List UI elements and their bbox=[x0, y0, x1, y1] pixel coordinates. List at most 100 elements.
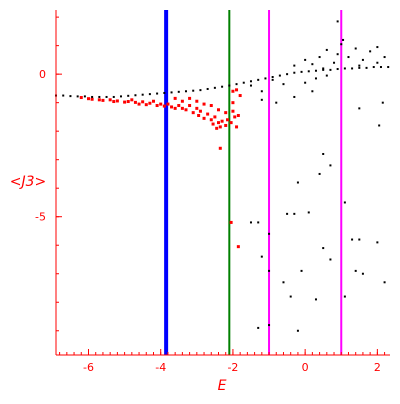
data-point bbox=[156, 92, 159, 95]
data-point bbox=[271, 76, 274, 79]
data-point bbox=[105, 95, 108, 98]
data-point bbox=[209, 104, 213, 108]
data-point bbox=[108, 98, 112, 102]
data-point bbox=[177, 90, 180, 93]
data-point bbox=[286, 73, 289, 76]
data-point bbox=[268, 324, 271, 327]
data-point bbox=[215, 126, 219, 130]
data-point bbox=[213, 86, 216, 89]
data-point bbox=[195, 99, 199, 103]
data-point bbox=[354, 269, 357, 272]
data-point bbox=[233, 115, 237, 119]
data-point bbox=[322, 247, 325, 250]
data-point bbox=[286, 212, 289, 215]
data-point bbox=[148, 93, 151, 96]
data-point bbox=[97, 98, 101, 102]
data-point bbox=[195, 106, 199, 110]
data-point bbox=[376, 241, 379, 244]
data-point bbox=[220, 119, 224, 123]
data-point bbox=[231, 109, 235, 113]
data-point bbox=[221, 85, 224, 88]
data-point bbox=[206, 112, 210, 116]
data-point bbox=[133, 100, 137, 104]
data-point bbox=[383, 56, 386, 59]
data-point bbox=[322, 152, 325, 155]
data-point bbox=[123, 100, 127, 104]
data-point bbox=[271, 78, 274, 81]
data-point bbox=[218, 125, 222, 129]
data-point bbox=[282, 83, 285, 86]
data-point bbox=[249, 221, 252, 224]
x-tick-label: -6 bbox=[83, 361, 94, 374]
data-point bbox=[226, 118, 230, 122]
data-point bbox=[329, 258, 332, 261]
y-axis-label: <J3> bbox=[10, 174, 47, 190]
data-point bbox=[343, 295, 346, 298]
data-point bbox=[163, 91, 166, 94]
data-point bbox=[351, 238, 354, 241]
data-point bbox=[322, 68, 325, 71]
data-point bbox=[379, 66, 382, 69]
data-point bbox=[257, 326, 260, 329]
data-point bbox=[336, 53, 339, 56]
data-point bbox=[119, 95, 122, 98]
data-point bbox=[229, 121, 233, 125]
data-point bbox=[376, 61, 379, 64]
data-point bbox=[304, 58, 307, 61]
x-tick-label: 0 bbox=[302, 361, 309, 374]
data-point bbox=[238, 94, 242, 98]
data-point bbox=[260, 255, 263, 258]
data-point bbox=[358, 66, 361, 69]
data-point bbox=[257, 221, 260, 224]
data-point bbox=[275, 101, 278, 104]
data-point bbox=[218, 146, 222, 150]
data-point bbox=[307, 211, 310, 214]
data-point bbox=[235, 88, 239, 92]
data-point bbox=[224, 111, 228, 115]
data-point bbox=[369, 50, 372, 53]
data-point bbox=[229, 220, 233, 224]
data-point bbox=[188, 104, 192, 108]
data-point bbox=[329, 68, 332, 71]
data-point bbox=[130, 98, 134, 102]
data-point bbox=[155, 104, 159, 108]
data-point bbox=[372, 66, 375, 69]
data-point bbox=[293, 64, 296, 67]
data-point bbox=[216, 108, 220, 112]
data-point bbox=[184, 108, 188, 112]
data-point bbox=[336, 68, 339, 71]
data-point bbox=[90, 97, 94, 101]
data-point bbox=[162, 104, 166, 108]
data-point bbox=[296, 329, 299, 332]
data-point bbox=[180, 106, 184, 110]
data-point bbox=[144, 103, 148, 107]
data-point bbox=[376, 46, 379, 49]
data-point bbox=[236, 245, 240, 249]
data-point bbox=[268, 269, 271, 272]
data-point bbox=[387, 66, 390, 69]
data-point bbox=[347, 56, 350, 59]
data-point bbox=[173, 106, 177, 110]
data-point bbox=[83, 95, 86, 98]
data-point bbox=[318, 172, 321, 175]
data-point bbox=[69, 95, 72, 98]
data-point bbox=[383, 281, 386, 284]
data-point bbox=[231, 101, 235, 105]
data-point bbox=[101, 98, 105, 102]
axes: -6 -4 -2 0 2 0 -5 bbox=[35, 10, 390, 374]
data-point bbox=[192, 89, 195, 92]
data-point bbox=[228, 84, 231, 87]
data-point bbox=[257, 78, 260, 81]
x-tick-label: 2 bbox=[374, 361, 381, 374]
data-point bbox=[293, 95, 296, 98]
data-point bbox=[343, 67, 346, 70]
data-point bbox=[209, 118, 213, 122]
data-point bbox=[304, 81, 307, 84]
data-point bbox=[211, 122, 215, 126]
data-point bbox=[137, 102, 141, 106]
data-point bbox=[342, 38, 345, 41]
data-point bbox=[358, 64, 361, 67]
data-point bbox=[177, 104, 181, 108]
data-point bbox=[188, 96, 192, 100]
